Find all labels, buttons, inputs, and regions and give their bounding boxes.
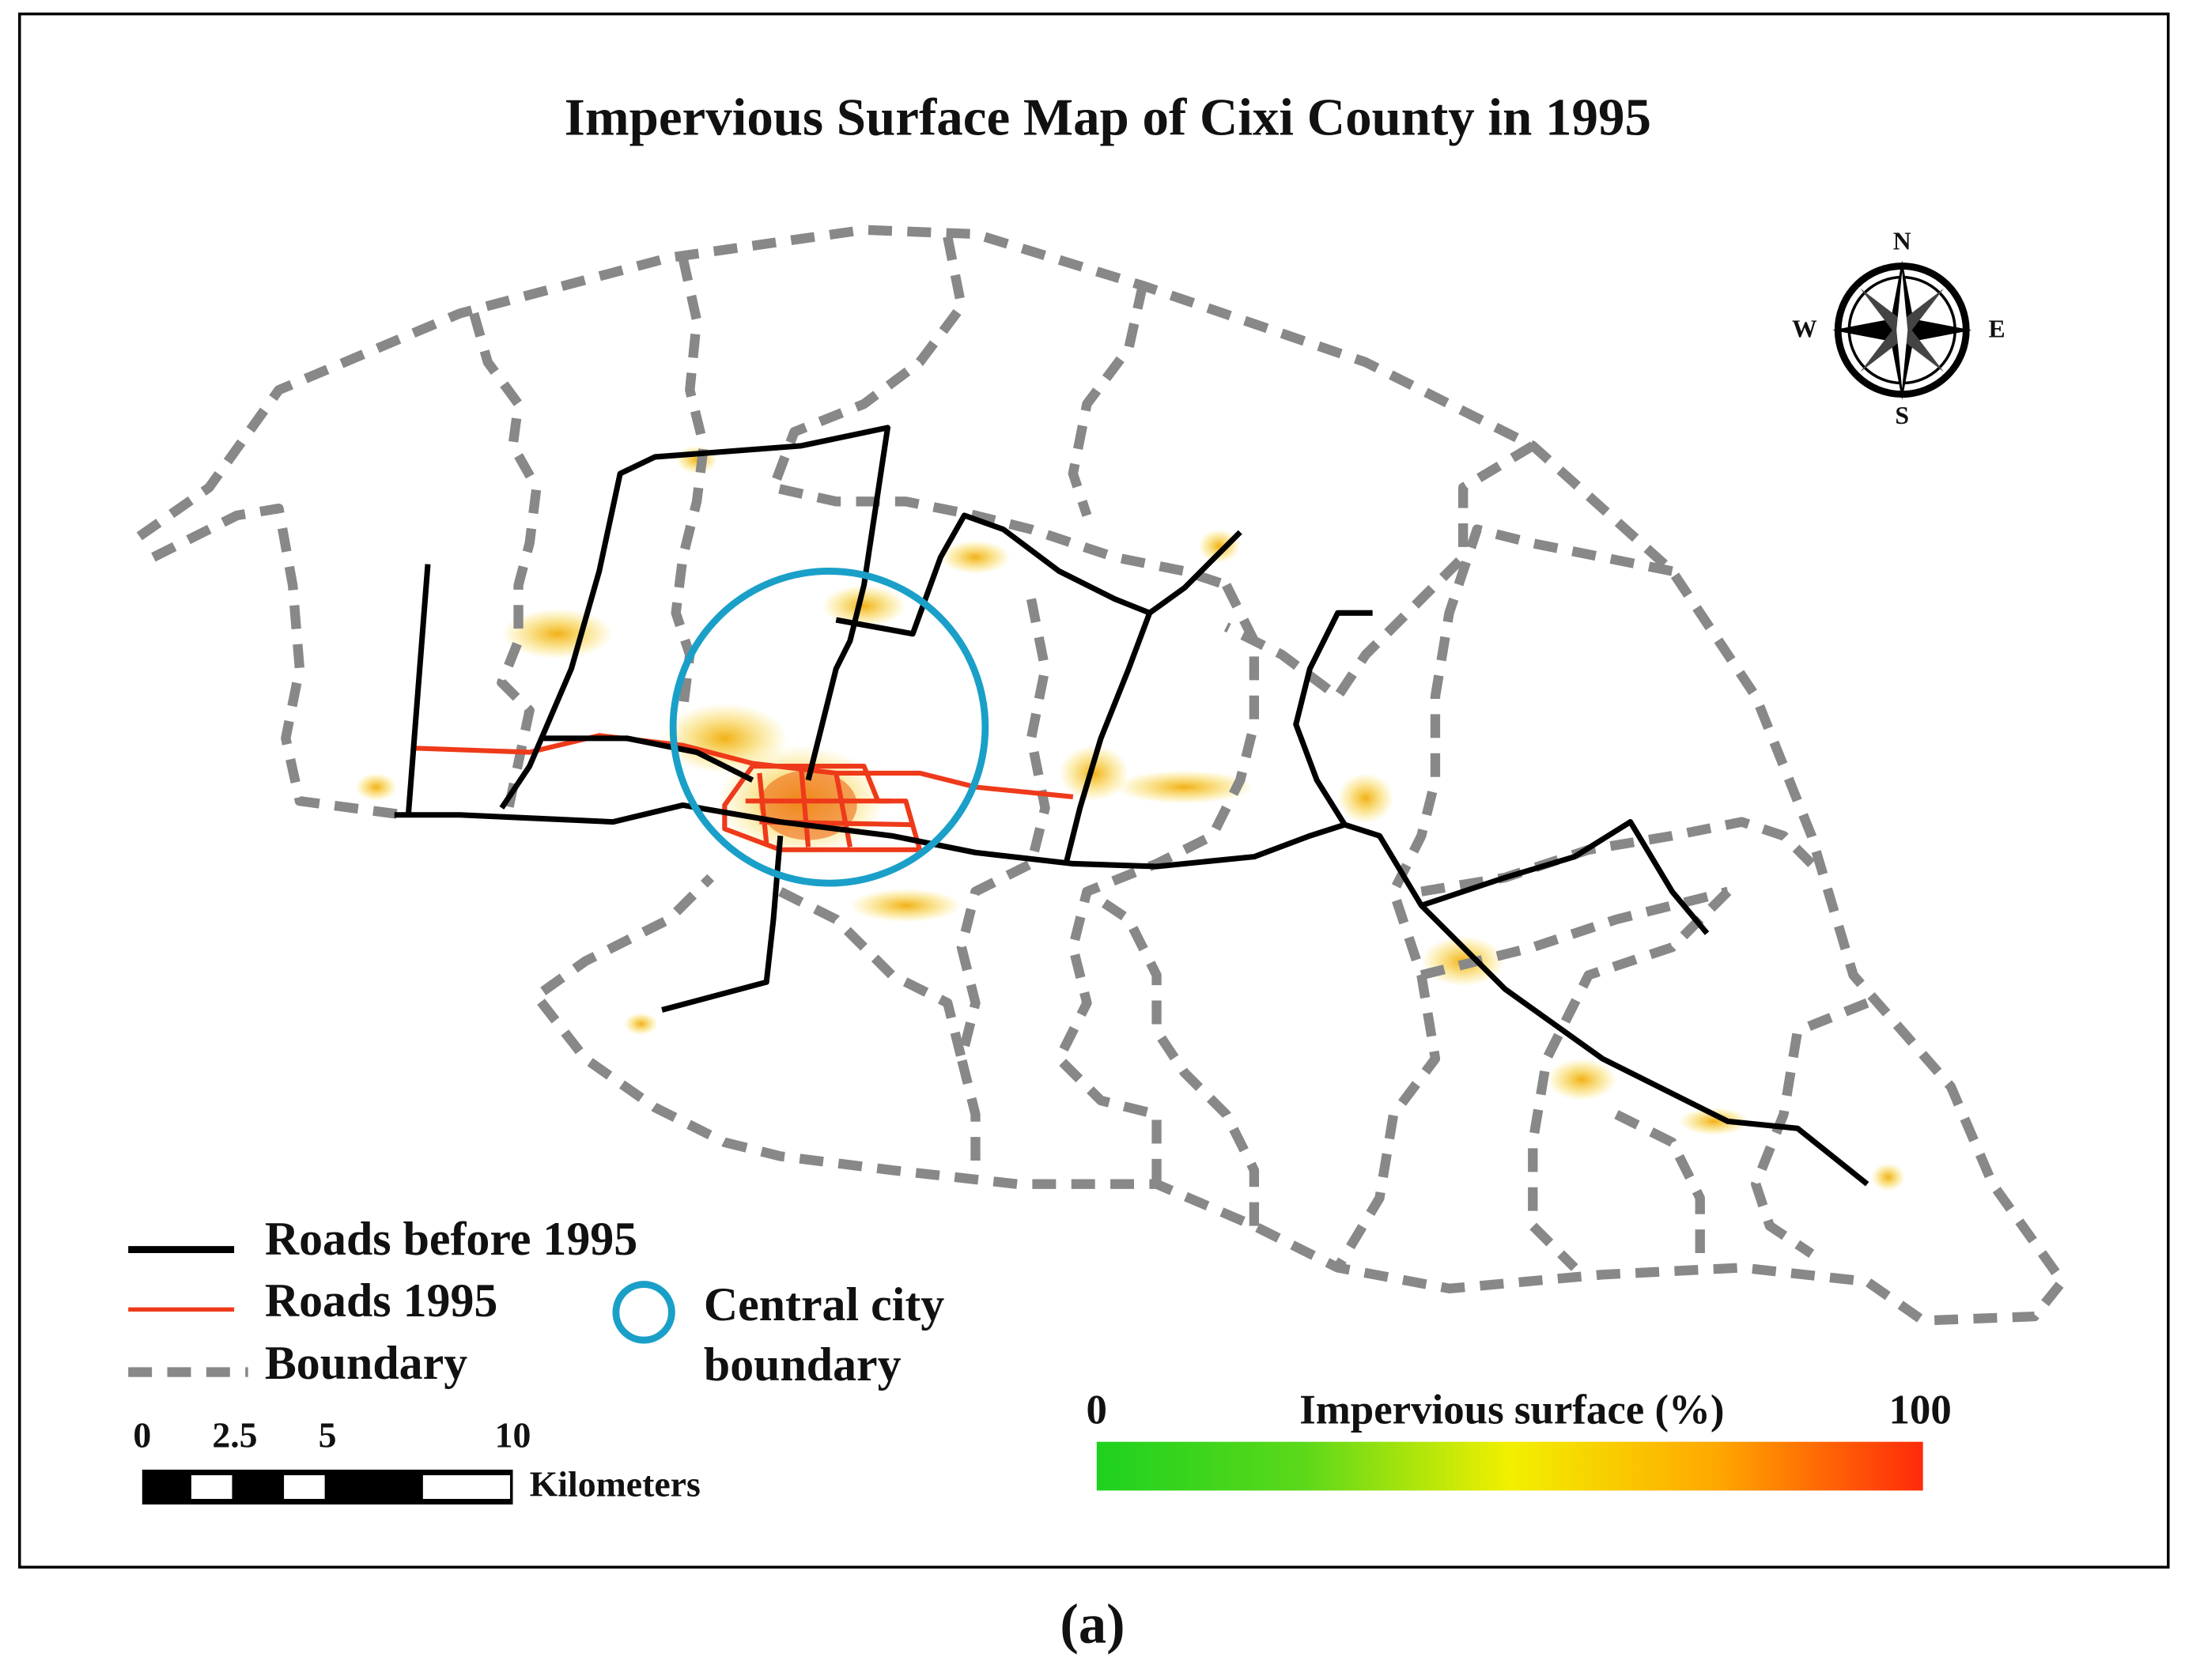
roads-before bbox=[543, 735, 754, 783]
roads-1995 bbox=[745, 768, 913, 848]
impervious-area bbox=[1546, 1059, 1617, 1100]
impervious-area bbox=[624, 1012, 658, 1036]
scale-bar-segment bbox=[284, 1474, 325, 1499]
scale-tick-label: 10 bbox=[495, 1415, 531, 1455]
scale-unit: Kilometers bbox=[530, 1463, 701, 1504]
legend-central-city-circle bbox=[612, 1281, 675, 1344]
legend-label: boundary bbox=[704, 1338, 902, 1391]
impervious-area bbox=[1059, 745, 1129, 802]
colorbar-min: 0 bbox=[1087, 1387, 1107, 1433]
impervious-area bbox=[849, 889, 962, 923]
roads-1995 bbox=[410, 733, 1074, 799]
boundarie bbox=[1419, 886, 1729, 980]
roads-1995 bbox=[410, 733, 1074, 852]
impervious-area bbox=[355, 772, 398, 802]
central-city-circle bbox=[669, 568, 989, 887]
boundarie bbox=[1614, 1110, 1705, 1254]
roads-before bbox=[1063, 612, 1153, 865]
compass-s: S bbox=[1895, 402, 1909, 429]
roads-before bbox=[1293, 610, 1373, 826]
impervious-area bbox=[1679, 1107, 1749, 1136]
legend-label: Roads before 1995 bbox=[265, 1213, 637, 1265]
colorbar bbox=[1096, 1441, 1923, 1491]
boundarie bbox=[956, 598, 1050, 1171]
impervious-area bbox=[940, 540, 1011, 574]
roads-before bbox=[394, 802, 1869, 1187]
roads-before bbox=[394, 425, 1869, 1187]
legend-label: Roads 1995 bbox=[265, 1274, 498, 1327]
boundarie bbox=[671, 256, 709, 712]
roads-before bbox=[405, 564, 431, 816]
compass-w: W bbox=[1792, 315, 1817, 343]
scale-tick-label: 5 bbox=[319, 1415, 337, 1455]
boundarie bbox=[1068, 284, 1147, 517]
compass bbox=[1832, 260, 1972, 400]
boundaries bbox=[136, 225, 2068, 1326]
impervious-area bbox=[1198, 529, 1241, 563]
boundarie bbox=[151, 503, 405, 820]
scale-bar: 0 2.5 5 10 bbox=[133, 1415, 531, 1504]
caption: (a) bbox=[1060, 1594, 1125, 1655]
boundarie bbox=[778, 887, 966, 1060]
legend: Roads before 1995 Roads 1995 Boundary Ce… bbox=[128, 1213, 944, 1391]
colorbar-max: 100 bbox=[1888, 1387, 1951, 1433]
compass-e: E bbox=[1988, 315, 2005, 343]
roads-before bbox=[1420, 819, 1710, 935]
boundarie bbox=[1751, 998, 1869, 1258]
impervious-area bbox=[1114, 770, 1254, 804]
boundarie bbox=[1223, 441, 1536, 702]
map-title: Impervious Surface Map of Cixi County in… bbox=[565, 88, 1651, 146]
scale-tick-label: 2.5 bbox=[212, 1415, 257, 1455]
legend-label: Central city bbox=[704, 1278, 944, 1331]
scale-bar-segment bbox=[422, 1474, 510, 1499]
boundarie bbox=[1333, 524, 1673, 1270]
impervious-area bbox=[822, 585, 906, 627]
boundarie bbox=[136, 225, 2068, 1326]
impervious-area bbox=[1337, 772, 1394, 824]
scale-tick-label: 0 bbox=[133, 1415, 151, 1455]
colorbar-title: Impervious surface (%) bbox=[1299, 1387, 1724, 1433]
legend-label: Boundary bbox=[265, 1337, 467, 1389]
compass-n: N bbox=[1893, 228, 1911, 255]
roads-1995 bbox=[722, 764, 923, 852]
roads-before bbox=[499, 425, 891, 810]
boundarie bbox=[469, 311, 542, 810]
compas bbox=[1896, 271, 1908, 389]
impervious-area bbox=[662, 703, 788, 773]
impervious-area bbox=[1871, 1163, 1905, 1191]
boundarie bbox=[1084, 887, 1260, 1226]
roads-before bbox=[835, 512, 1242, 637]
scale-bar-segment bbox=[191, 1474, 232, 1499]
boundarie bbox=[768, 236, 1228, 590]
boundarie bbox=[1528, 888, 1732, 1271]
